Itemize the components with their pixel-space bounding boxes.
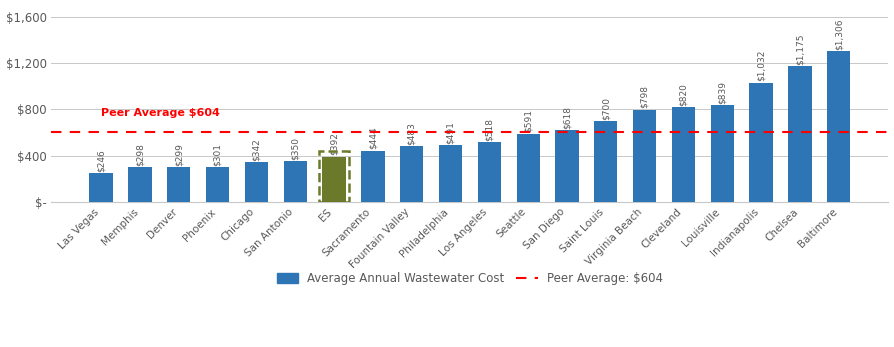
Text: $1,032: $1,032 xyxy=(756,50,765,81)
Text: $839: $839 xyxy=(718,81,727,103)
Bar xyxy=(477,142,501,202)
Bar xyxy=(633,110,656,202)
Bar xyxy=(128,167,152,202)
Bar xyxy=(671,107,696,202)
Text: $591: $591 xyxy=(524,109,533,132)
Text: $444: $444 xyxy=(368,127,377,149)
Text: $491: $491 xyxy=(446,121,455,144)
Bar xyxy=(319,151,349,202)
Bar xyxy=(555,130,578,202)
Text: $301: $301 xyxy=(213,143,222,166)
Text: $700: $700 xyxy=(602,96,611,120)
Legend: Average Annual Wastewater Cost, Peer Average: $604: Average Annual Wastewater Cost, Peer Ave… xyxy=(272,268,668,290)
Text: $350: $350 xyxy=(291,137,299,160)
Text: Peer Average $604: Peer Average $604 xyxy=(101,108,220,118)
Text: $1,306: $1,306 xyxy=(834,18,843,50)
Text: $298: $298 xyxy=(135,143,145,166)
Bar xyxy=(323,156,346,202)
Text: $1,175: $1,175 xyxy=(796,33,805,65)
Bar xyxy=(361,151,384,202)
Bar xyxy=(711,105,734,202)
Text: $392: $392 xyxy=(330,132,339,155)
Text: $299: $299 xyxy=(174,143,183,166)
Bar xyxy=(595,121,618,202)
Text: $342: $342 xyxy=(252,138,261,161)
Bar xyxy=(400,146,424,202)
Text: $518: $518 xyxy=(485,118,493,141)
Text: $246: $246 xyxy=(97,149,105,172)
Bar xyxy=(439,145,462,202)
Bar xyxy=(789,66,812,202)
Bar xyxy=(517,134,540,202)
Text: $820: $820 xyxy=(679,83,688,106)
Bar xyxy=(89,174,113,202)
Bar xyxy=(283,161,307,202)
Text: $483: $483 xyxy=(407,122,417,145)
Text: $618: $618 xyxy=(562,106,571,129)
Bar xyxy=(245,162,268,202)
Text: $798: $798 xyxy=(640,85,649,108)
Bar xyxy=(206,167,229,202)
Bar xyxy=(749,83,772,202)
Bar xyxy=(167,167,190,202)
Bar xyxy=(827,51,850,202)
